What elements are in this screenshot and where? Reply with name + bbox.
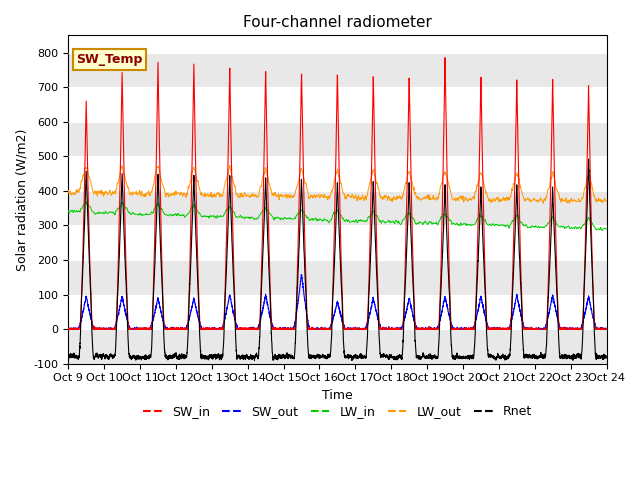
Bar — [68, 122, 607, 156]
X-axis label: Time: Time — [322, 389, 353, 402]
Y-axis label: Solar radiation (W/m2): Solar radiation (W/m2) — [15, 128, 28, 271]
Bar — [68, 191, 607, 226]
Text: SW_Temp: SW_Temp — [76, 53, 143, 66]
Bar — [68, 329, 607, 364]
Bar — [68, 53, 607, 87]
Title: Four-channel radiometer: Four-channel radiometer — [243, 15, 432, 30]
Legend: SW_in, SW_out, LW_in, LW_out, Rnet: SW_in, SW_out, LW_in, LW_out, Rnet — [138, 400, 537, 423]
Bar — [68, 260, 607, 295]
